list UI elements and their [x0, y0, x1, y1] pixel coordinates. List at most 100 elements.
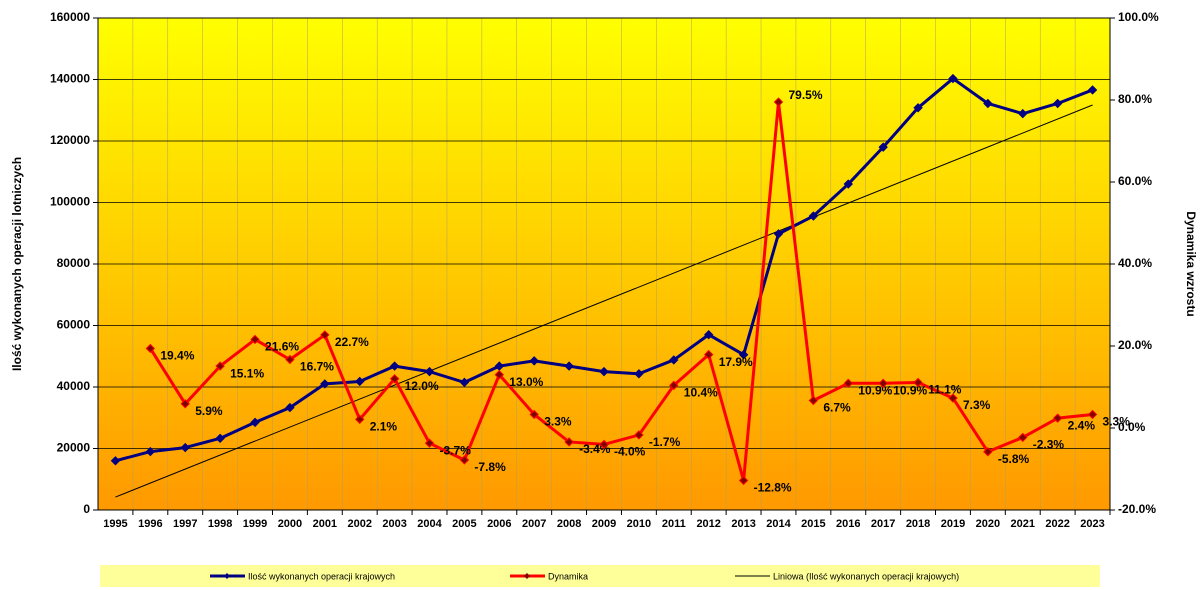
data-label: 79.5% — [788, 88, 822, 102]
data-label: 3.3% — [544, 415, 572, 429]
data-label: -7.8% — [474, 460, 506, 474]
x-tick-label: 2012 — [696, 518, 720, 530]
legend-label: Ilość wykonanych operacji krajowych — [248, 571, 395, 581]
point-marker — [983, 98, 993, 109]
y-tick-label: 40000 — [57, 379, 91, 393]
x-tick-label: 2000 — [278, 518, 302, 530]
point-marker — [1052, 98, 1063, 109]
x-tick-label: 2004 — [417, 518, 442, 530]
x-tick-label: 2003 — [382, 518, 406, 530]
trend-line — [115, 104, 1093, 498]
point-marker — [529, 356, 539, 366]
point-marker — [703, 349, 714, 360]
point-marker — [1018, 108, 1028, 119]
data-label: 12.0% — [405, 379, 439, 393]
point-marker — [878, 142, 888, 152]
point-marker — [250, 417, 260, 428]
x-tick-label: 2021 — [1011, 518, 1035, 530]
data-label: 10.9% — [893, 383, 927, 397]
x-tick-label: 2007 — [522, 518, 546, 530]
x-tick-label: 2016 — [836, 518, 860, 530]
data-label: 10.4% — [684, 386, 718, 400]
y-tick-label: 100000 — [50, 195, 90, 209]
point-marker — [564, 437, 574, 447]
x-tick-label: 2008 — [557, 518, 581, 530]
y2-tick-label: 100.0% — [1118, 10, 1159, 24]
point-marker — [1052, 413, 1063, 423]
y2-tick-label: 60.0% — [1118, 174, 1152, 188]
data-label: -3.7% — [440, 443, 472, 457]
data-label: 15.1% — [230, 366, 264, 380]
point-marker — [808, 211, 819, 221]
point-marker — [1087, 409, 1098, 420]
point-marker — [320, 330, 330, 340]
data-label: 22.7% — [335, 335, 369, 349]
point-marker — [983, 447, 993, 457]
data-label: 7.3% — [963, 398, 991, 412]
data-label: -2.3% — [1033, 438, 1065, 452]
point-marker — [808, 395, 819, 406]
point-marker — [145, 343, 156, 354]
data-label: 5.9% — [195, 404, 223, 418]
x-tick-label: 2020 — [976, 518, 1000, 530]
data-label: 10.9% — [858, 383, 892, 397]
point-marker — [355, 414, 365, 425]
data-label: 6.7% — [823, 401, 851, 415]
point-marker — [110, 456, 121, 466]
x-tick-label: 1997 — [173, 518, 197, 530]
series-line — [149, 100, 1093, 482]
point-marker — [285, 402, 295, 413]
point-marker — [738, 475, 749, 486]
x-tick-label: 2019 — [941, 518, 965, 530]
point-marker — [703, 330, 714, 340]
point-marker — [180, 442, 190, 453]
y-axis-label: Ilość wykonanych operacji lotniczych — [10, 157, 24, 371]
data-label: -1.7% — [649, 435, 681, 449]
point-marker — [913, 377, 923, 388]
point-marker — [389, 374, 400, 384]
point-marker — [948, 393, 958, 403]
x-tick-label: 2010 — [627, 518, 651, 530]
point-marker — [459, 377, 470, 388]
y2-tick-label: 20.0% — [1118, 338, 1152, 352]
point-marker — [669, 355, 679, 365]
point-marker — [250, 334, 260, 345]
x-tick-label: 2001 — [313, 518, 337, 530]
point-marker — [1087, 85, 1098, 95]
point-marker — [215, 433, 225, 444]
point-marker — [878, 378, 888, 389]
point-marker — [948, 73, 958, 84]
point-marker — [634, 430, 644, 440]
data-label: 2.1% — [370, 420, 398, 434]
point-marker — [285, 354, 295, 365]
x-tick-label: 2013 — [731, 518, 755, 530]
point-marker — [843, 378, 853, 389]
x-tick-label: 2006 — [487, 518, 511, 530]
y2-tick-label: 0.0% — [1118, 420, 1146, 434]
data-label: 11.1% — [928, 383, 962, 397]
x-tick-label: 2015 — [801, 518, 825, 530]
point-marker — [773, 229, 784, 239]
data-label: 16.7% — [300, 360, 334, 374]
y2-tick-label: 80.0% — [1118, 92, 1152, 106]
x-tick-label: 2017 — [871, 518, 895, 530]
data-label: 21.6% — [265, 340, 299, 354]
data-label: 17.9% — [719, 355, 753, 369]
data-label: 3.3% — [1103, 415, 1131, 429]
x-tick-label: 1996 — [138, 518, 162, 530]
point-marker — [738, 350, 749, 360]
x-tick-label: 2023 — [1080, 518, 1104, 530]
data-label: -5.8% — [998, 452, 1030, 466]
y-tick-label: 160000 — [50, 10, 90, 24]
x-tick-label: 2009 — [592, 518, 616, 530]
x-tick-label: 2011 — [662, 518, 686, 530]
point-marker — [843, 179, 853, 189]
point-marker — [1018, 432, 1028, 443]
x-tick-label: 2018 — [906, 518, 930, 530]
x-tick-label: 1998 — [208, 518, 232, 530]
y-tick-label: 20000 — [57, 441, 91, 455]
data-label: 19.4% — [160, 349, 194, 363]
point-marker — [529, 409, 539, 420]
point-marker — [389, 361, 400, 371]
y-tick-label: 120000 — [50, 133, 90, 147]
